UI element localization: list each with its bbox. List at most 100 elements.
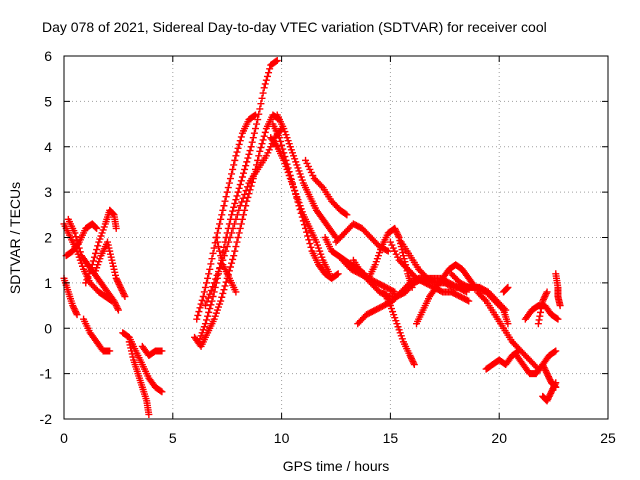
series-arc-11 [191,111,283,350]
data-point [93,246,101,254]
data-points [60,57,564,418]
data-point [158,347,166,355]
data-point [120,291,128,299]
data-point [262,76,270,84]
series-arc-08 [119,329,166,396]
data-point [257,100,265,108]
data-point [410,361,418,369]
data-point [91,223,99,231]
data-point [206,290,214,298]
data-point [236,202,244,210]
data-point [235,229,243,237]
data-point [238,198,246,206]
data-point [258,94,266,102]
data-point [251,125,259,133]
data-point [109,209,117,217]
data-point [196,304,204,312]
data-point [220,286,228,294]
data-point [243,197,251,205]
data-point [214,243,222,251]
data-point [222,247,230,255]
series-arc-09 [125,338,153,418]
data-point [201,283,209,291]
data-point [232,243,240,251]
data-point [279,145,287,153]
data-point [333,271,341,279]
data-point [213,238,221,246]
series-arc-36 [534,288,551,328]
data-point [212,275,220,283]
data-point [203,298,211,306]
data-point [225,238,233,246]
x-axis-label: GPS time / hours [283,458,390,474]
data-point [515,347,523,355]
data-point [213,271,221,279]
data-point [209,283,217,291]
data-point [230,203,238,211]
data-point [121,292,129,300]
x-tick-label: 20 [491,430,507,446]
data-point [93,224,101,232]
data-point [214,268,222,276]
data-point [230,220,238,228]
data-point [260,132,268,140]
data-point [284,164,292,172]
data-point [504,320,512,328]
data-point [237,133,245,141]
data-point [233,238,241,246]
data-point [244,183,252,191]
series-arc-18 [269,120,342,282]
y-tick-label: 3 [44,184,52,200]
x-tick-label: 10 [274,430,290,446]
data-point [76,248,84,256]
data-point [218,211,226,219]
data-point [481,296,489,304]
data-point [230,161,238,169]
data-point [234,144,242,152]
data-point [553,314,561,322]
data-point [281,153,289,161]
data-point [278,141,286,149]
data-point [238,173,246,181]
y-tick-label: -2 [40,411,53,427]
data-point [222,193,230,201]
data-point [232,215,240,223]
data-point [226,234,234,241]
data-point [232,196,240,204]
data-point [213,229,221,237]
series-arc-05 [82,206,120,287]
data-point [75,244,83,252]
data-point [204,274,212,282]
series-arc-29 [413,261,479,328]
data-point [212,234,220,241]
data-point [272,57,280,65]
data-point [538,301,546,309]
data-point [258,140,266,148]
data-point [229,165,237,173]
data-point [282,156,290,164]
data-point [228,229,236,237]
data-point [216,264,224,272]
y-axis: -2 -1 0 1 2 3 4 5 6 [40,48,608,427]
data-point [216,247,224,255]
data-point [203,279,211,287]
data-point [283,160,291,168]
series-arc-33 [500,283,512,296]
series-arc-19 [302,156,351,219]
data-point [206,305,214,313]
data-point [223,243,231,251]
data-point [145,410,153,418]
y-axis-label: SDTVAR / TECUs [7,182,23,294]
x-tick-label: 25 [600,430,616,446]
data-point [237,177,245,185]
series-arc-30 [447,270,512,328]
data-point [280,149,288,157]
data-point [73,237,81,245]
data-point [220,202,228,210]
data-point [205,270,213,278]
data-point [242,162,250,170]
data-point [253,120,261,128]
data-point [236,137,244,145]
x-tick-label: 5 [169,430,177,446]
data-point [112,224,120,232]
